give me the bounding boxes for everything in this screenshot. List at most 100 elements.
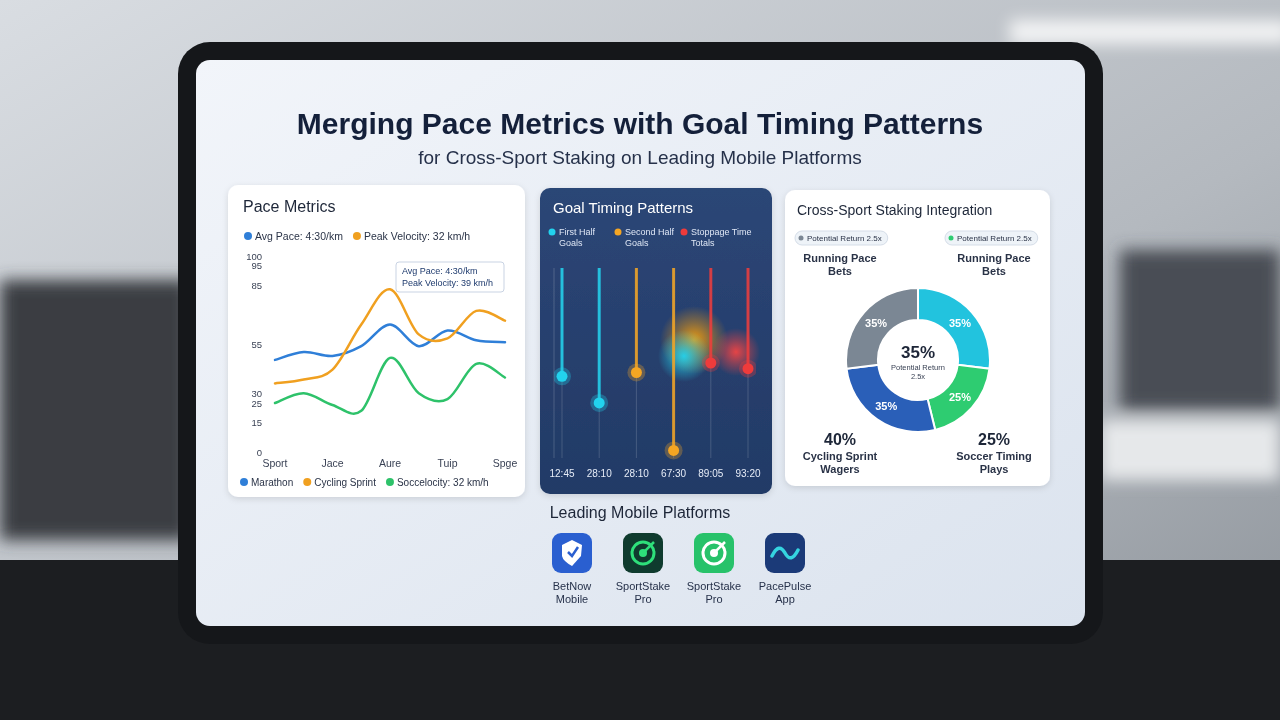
panel-title: Goal Timing Patterns <box>553 199 693 216</box>
label-line: 2.5x <box>911 372 925 381</box>
legend-label: Avg Pace: 4:30/km <box>255 230 343 242</box>
x-tick-label: 93:20 <box>735 468 760 479</box>
background <box>0 0 1280 720</box>
section-title: Leading Mobile Platforms <box>550 504 731 521</box>
data-label: 35% <box>875 400 897 412</box>
pill: Potential Return 2.5x <box>945 231 1038 245</box>
icon-glyph <box>632 542 654 564</box>
legend-dot <box>244 232 252 240</box>
slice-percent: 40% <box>824 431 856 448</box>
label-line: SportStake <box>616 580 670 592</box>
legend-label: Peak Velocity: 32 km/h <box>364 230 470 242</box>
plot-lines <box>275 289 505 413</box>
legend-label: Marathon <box>251 477 293 488</box>
label-line: Running Pace <box>957 252 1030 264</box>
plot-marks <box>554 268 756 459</box>
icon-glyph <box>703 542 725 564</box>
stem <box>672 268 675 450</box>
icon-glyph <box>643 542 654 553</box>
stem <box>598 268 601 403</box>
dot <box>668 445 679 456</box>
ceiling-light <box>1010 20 1280 44</box>
x-tick-label: Spge <box>493 457 518 469</box>
grid-line <box>599 268 600 458</box>
data-label: 35% <box>949 317 971 329</box>
legend-label: Second HalfGoals <box>625 227 675 248</box>
background-blur <box>0 20 1280 674</box>
label-line: Running Pace <box>803 252 876 264</box>
pill-text: Potential Return 2.5x <box>957 234 1032 243</box>
dot-halo <box>627 364 645 382</box>
x-tick-label: Aure <box>379 457 401 469</box>
stem <box>709 268 712 363</box>
label-line: Wagers <box>820 463 859 475</box>
legend-dot <box>681 229 688 236</box>
legend-label: Soccelocity: 32 km/h <box>397 477 489 488</box>
label-line: Goals <box>559 238 583 248</box>
y-tick-label: 25 <box>251 398 262 409</box>
stem <box>561 268 564 376</box>
x-tick-label: Sport <box>262 457 287 469</box>
y-tick-label: 0 <box>257 447 262 458</box>
pill-bg <box>795 231 888 245</box>
dot <box>631 367 642 378</box>
monitor <box>1120 250 1280 410</box>
category-label: Cycling SprintWagers <box>803 450 878 475</box>
label-line: Bets <box>828 265 852 277</box>
series-line <box>275 325 505 360</box>
panel-title: Pace Metrics <box>243 198 335 215</box>
y-tick-label: 30 <box>251 388 262 399</box>
label-line: SportStake <box>687 580 741 592</box>
dot-halo <box>590 394 608 412</box>
tooltip-text: Peak Velocity: 39 km/h <box>402 278 493 288</box>
dot <box>705 358 716 369</box>
label-line: Goals <box>625 238 649 248</box>
label-line: Second Half <box>625 227 675 237</box>
dot-halo <box>739 360 756 378</box>
staking-panel: Cross-Sport Staking IntegrationPotential… <box>785 190 1050 486</box>
stem <box>635 268 638 373</box>
legend-dot <box>386 478 394 486</box>
dot-halo <box>665 441 683 459</box>
label-line: Pro <box>634 593 651 605</box>
label-line: Pro <box>705 593 722 605</box>
dot <box>743 363 754 374</box>
category-label: Running PaceBets <box>803 252 876 277</box>
slice-percent: 25% <box>978 431 1010 448</box>
x-tick-label: 28:10 <box>587 468 612 479</box>
label-line: Stoppage Time <box>691 227 752 237</box>
x-tick-label: 67:30 <box>661 468 686 479</box>
goal-panel: Goal Timing PatternsFirst HalfGoalsSecon… <box>540 188 772 494</box>
y-tick-label: 15 <box>251 417 262 428</box>
desk-back <box>1100 420 1280 480</box>
panel-card <box>785 190 1050 486</box>
label-line: Soccer Timing <box>956 450 1032 462</box>
label-line: Potential Return <box>891 363 945 372</box>
label-line: Cycling Sprint <box>803 450 878 462</box>
tooltip-box <box>396 262 504 292</box>
y-axis-line <box>554 268 555 458</box>
page: {"header": {"title": "Merging Pace Metri… <box>0 0 1280 720</box>
app-label: PacePulseApp <box>759 580 812 605</box>
grid-line <box>673 268 674 458</box>
grid-line <box>636 268 637 458</box>
tooltip-text: Avg Pace: 4:30/km <box>402 266 477 276</box>
grid-line <box>562 268 563 458</box>
pill-dot <box>799 236 804 241</box>
legend-label: Cycling Sprint <box>314 477 376 488</box>
platforms: Leading Mobile PlatformsBetNowMobileSpor… <box>550 504 812 605</box>
slice <box>928 365 990 430</box>
scene: Merging Pace Metrics with Goal Timing Pa… <box>0 0 1280 720</box>
series-line <box>275 358 505 414</box>
pill-bg <box>945 231 1038 245</box>
center-label: Potential Return2.5x <box>891 363 945 381</box>
y-tick-label: 85 <box>251 280 262 291</box>
label-line: First Half <box>559 227 595 237</box>
dot <box>557 371 568 382</box>
x-tick-label: 12:45 <box>549 468 574 479</box>
dot <box>594 397 605 408</box>
category-label: Running PaceBets <box>957 252 1030 277</box>
app-icon <box>765 533 805 573</box>
x-tick-label: 89:05 <box>698 468 723 479</box>
panel-card <box>228 185 525 497</box>
